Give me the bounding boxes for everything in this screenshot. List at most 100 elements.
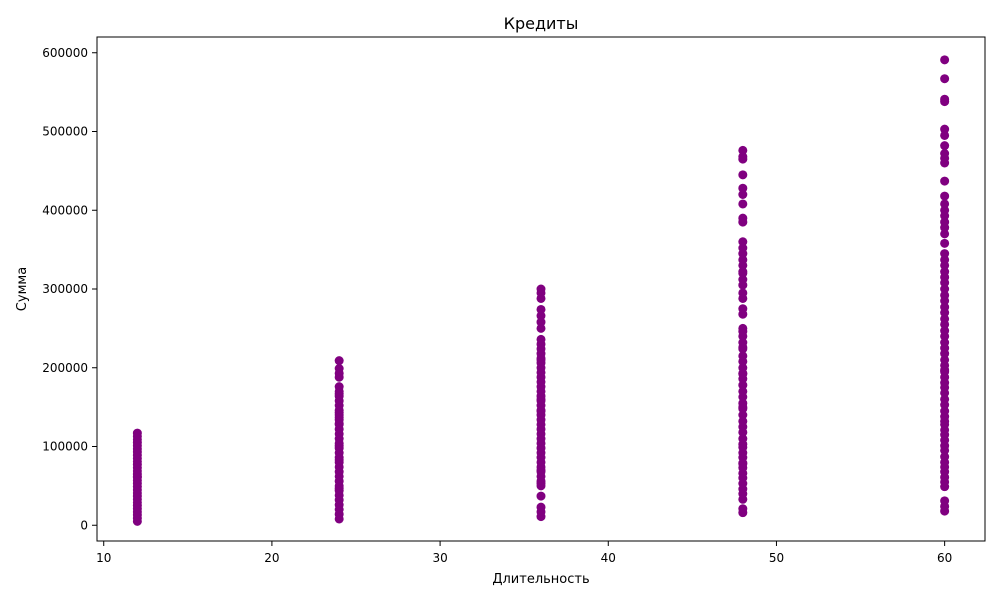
x-tick-label: 10: [96, 551, 111, 565]
data-point: [940, 314, 950, 324]
data-point: [738, 237, 748, 247]
data-point: [738, 504, 748, 514]
data-point: [536, 406, 546, 416]
data-point: [738, 351, 748, 361]
y-axis-label: Сумма: [15, 267, 30, 311]
data-point: [738, 213, 748, 223]
data-point: [940, 365, 950, 375]
data-point: [738, 386, 748, 396]
data-point: [536, 311, 546, 321]
data-point: [940, 267, 950, 277]
y-tick-label: 200000: [42, 361, 88, 375]
data-point: [940, 205, 950, 215]
data-point: [940, 229, 950, 239]
plot-frame: [96, 36, 986, 542]
data-point: [536, 334, 546, 344]
data-point: [940, 149, 950, 159]
data-point: [132, 428, 142, 438]
data-point: [940, 284, 950, 294]
data-point: [738, 369, 748, 379]
y-tick-label: 600000: [42, 46, 88, 60]
data-point: [738, 145, 748, 155]
data-point: [334, 455, 344, 465]
data-point: [536, 465, 546, 475]
data-point: [536, 323, 546, 333]
data-point: [738, 439, 748, 449]
data-point: [536, 502, 546, 512]
data-point: [738, 342, 748, 352]
data-point: [940, 94, 950, 104]
y-tick-label: 100000: [42, 440, 88, 454]
y-tick-label: 300000: [42, 282, 88, 296]
data-point: [738, 402, 748, 412]
data-point: [738, 323, 748, 333]
data-point: [738, 255, 748, 265]
x-axis-ticks: 10 20 30 40 50 60: [96, 541, 952, 565]
data-point: [738, 267, 748, 277]
data-point: [940, 496, 950, 506]
data-point: [738, 304, 748, 314]
x-tick-label: 60: [937, 551, 952, 565]
data-point: [738, 170, 748, 180]
data-point: [940, 124, 950, 134]
y-tick-label: 500000: [42, 125, 88, 139]
data-point: [334, 364, 344, 374]
data-point: [334, 382, 344, 392]
x-tick-label: 50: [769, 551, 784, 565]
data-point: [334, 408, 344, 418]
data-point: [738, 190, 748, 199]
x-tick-label: 20: [264, 551, 279, 565]
x-axis-label: Длительность: [492, 572, 589, 587]
data-point: [738, 459, 748, 469]
data-point: [940, 238, 950, 248]
data-point: [738, 275, 748, 285]
data-point: [940, 217, 950, 227]
data-point: [940, 394, 950, 404]
y-tick-label: 0: [80, 518, 88, 532]
data-point: [738, 416, 748, 426]
data-point: [738, 410, 748, 420]
data-point: [738, 243, 748, 253]
data-point: [738, 363, 748, 373]
data-point: [738, 199, 748, 209]
data-point: [132, 471, 142, 481]
data-point: [940, 55, 950, 65]
data-point: [536, 355, 546, 365]
data-point: [940, 406, 950, 416]
data-point: [940, 290, 950, 300]
data-point: [940, 191, 950, 201]
data-point: [940, 338, 950, 348]
y-tick-label: 400000: [42, 203, 88, 217]
x-tick-label: 30: [432, 551, 447, 565]
data-point: [940, 452, 950, 462]
data-point: [738, 152, 748, 162]
data-point: [940, 130, 950, 140]
data-point: [738, 183, 748, 193]
data-point: [940, 176, 950, 186]
data-point: [334, 483, 344, 493]
data-point: [738, 380, 748, 390]
data-point: [940, 302, 950, 312]
data-point: [334, 419, 344, 429]
data-points: [132, 55, 950, 526]
data-point: [940, 199, 950, 209]
y-axis-ticks: 0 100000 200000 300000 400000 500000 600000: [42, 46, 97, 532]
data-point: [940, 416, 950, 426]
data-point: [536, 317, 546, 327]
x-tick-label: 40: [601, 551, 616, 565]
data-point: [536, 479, 546, 489]
data-point: [536, 491, 546, 501]
data-point: [536, 394, 546, 404]
data-point: [940, 255, 950, 265]
data-point: [738, 288, 748, 298]
data-point: [536, 304, 546, 314]
data-point: [940, 355, 950, 365]
data-point: [940, 249, 950, 259]
data-point: [940, 326, 950, 336]
data-point: [940, 141, 950, 151]
data-point: [334, 441, 344, 451]
chart-title: Кредиты: [504, 14, 579, 33]
data-point: [334, 356, 344, 366]
